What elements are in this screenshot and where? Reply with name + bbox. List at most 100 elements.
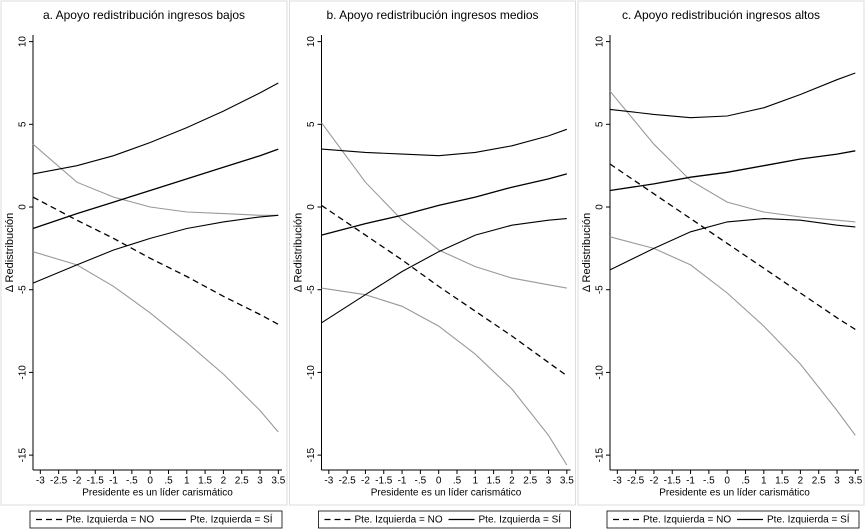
y-tick-label: -5 [595, 285, 606, 294]
x-tick-label: 2.5 [523, 476, 537, 487]
x-tick-label: 2 [509, 476, 515, 487]
x-tick-label: 1.5 [775, 476, 789, 487]
x-tick-label: .5 [741, 476, 750, 487]
x-tick-label: 2 [221, 476, 227, 487]
panel-frame [577, 0, 865, 506]
legend-box [318, 510, 571, 529]
ci-upper-line [32, 82, 279, 175]
x-tick-label: 3 [257, 476, 263, 487]
legend-label: Pte. Izquierda = NO [355, 515, 443, 526]
y-tick-label: 0 [595, 204, 606, 210]
legend-label: Pte. Izquierda = NO [66, 515, 154, 526]
y-tick-label: -10 [18, 365, 29, 380]
x-tick-label: -1.5 [87, 476, 105, 487]
x-tick-label: -1.5 [664, 476, 682, 487]
ci-upper-line [321, 128, 567, 157]
legend-label: Pte. Izquierda = SÍ [767, 513, 850, 526]
x-tick-label: -3 [324, 476, 333, 487]
x-tick-label: -2.5 [50, 476, 68, 487]
y-axis-title: Δ Redistribución [581, 213, 593, 293]
ci-lower-line [609, 218, 856, 271]
panel-frame [0, 0, 288, 506]
panel-title: b. Apoyo redistribución ingresos medios [326, 8, 538, 22]
x-tick-label: 2.5 [235, 476, 249, 487]
legend-label: Pte. Izquierda = SÍ [479, 513, 562, 526]
y-tick-label: -5 [18, 285, 29, 294]
x-tick-label: -2.5 [627, 476, 645, 487]
x-tick-label: 2.5 [812, 476, 826, 487]
x-axis-title: Presidente es un líder carismático [659, 488, 810, 499]
panel-title: a. Apoyo redistribución ingresos bajos [43, 8, 245, 22]
x-tick-label: -1 [398, 476, 407, 487]
estimate-line [609, 163, 856, 330]
x-tick-label: -2 [361, 476, 370, 487]
legend-box [606, 510, 860, 529]
estimate-line [321, 204, 568, 377]
ci-lower-line [321, 218, 567, 324]
x-tick-label: .5 [453, 476, 462, 487]
panel-title: c. Apoyo redistribución ingresos altos [622, 8, 820, 22]
y-tick-label: -15 [306, 447, 317, 462]
x-tick-label: -1 [109, 476, 118, 487]
ci-lower-line [32, 251, 279, 433]
x-tick-label: -3 [36, 476, 45, 487]
estimate-line [32, 148, 279, 230]
x-tick-label: -.5 [126, 476, 138, 487]
x-tick-label: 0 [147, 476, 153, 487]
x-tick-label: 3 [546, 476, 552, 487]
x-tick-label: -2 [72, 476, 81, 487]
x-tick-label: .5 [164, 476, 173, 487]
x-tick-label: 3.5 [271, 476, 285, 487]
y-tick-label: -10 [595, 365, 606, 380]
y-tick-label: -5 [306, 285, 317, 294]
ci-upper-line [609, 90, 856, 223]
legend-box [29, 510, 283, 529]
ci-upper-line [609, 72, 856, 119]
estimate-line [321, 173, 567, 236]
y-tick-label: 0 [306, 204, 317, 210]
estimate-line [609, 150, 856, 192]
x-tick-label: 1 [761, 476, 767, 487]
y-axis-title: Δ Redistribución [292, 213, 304, 293]
y-tick-label: 10 [306, 36, 317, 48]
x-tick-label: 1 [473, 476, 479, 487]
x-tick-label: -2 [649, 476, 658, 487]
estimate-line [32, 196, 279, 325]
x-tick-label: -1.5 [375, 476, 393, 487]
ci-lower-line [32, 214, 279, 284]
y-tick-label: -15 [595, 447, 606, 462]
x-tick-label: -.5 [415, 476, 427, 487]
legend-label: Pte. Izquierda = NO [643, 515, 731, 526]
legend-label: Pte. Izquierda = SÍ [190, 513, 273, 526]
ci-lower-line [609, 236, 856, 436]
y-tick-label: 5 [18, 121, 29, 127]
y-tick-label: 5 [595, 121, 606, 127]
panel-frame [289, 0, 576, 506]
x-tick-label: 1 [184, 476, 190, 487]
y-tick-label: 5 [306, 121, 317, 127]
x-tick-label: -3 [613, 476, 622, 487]
ci-upper-line [32, 143, 279, 216]
x-tick-label: -2.5 [339, 476, 357, 487]
ci-upper-line [321, 122, 567, 289]
y-tick-label: 10 [18, 36, 29, 48]
ci-lower-line [321, 287, 568, 466]
chart-panel: a. Apoyo redistribución ingresos bajos Δ … [0, 0, 288, 529]
chart-panel: c. Apoyo redistribución ingresos altos Δ … [577, 0, 865, 529]
x-tick-label: 3.5 [848, 476, 862, 487]
y-tick-label: -10 [306, 365, 317, 380]
y-tick-label: 10 [595, 36, 606, 48]
x-tick-label: 1.5 [487, 476, 501, 487]
x-tick-label: 3 [834, 476, 840, 487]
x-tick-label: 2 [798, 476, 804, 487]
x-tick-label: 3.5 [560, 476, 574, 487]
y-tick-label: 0 [18, 204, 29, 210]
y-axis-title: Δ Redistribución [4, 213, 16, 293]
x-tick-label: 0 [436, 476, 442, 487]
y-tick-label: -15 [18, 447, 29, 462]
x-tick-label: 1.5 [198, 476, 212, 487]
x-tick-label: -1 [686, 476, 695, 487]
x-tick-label: 0 [724, 476, 730, 487]
x-axis-title: Presidente es un líder carismático [371, 488, 522, 499]
